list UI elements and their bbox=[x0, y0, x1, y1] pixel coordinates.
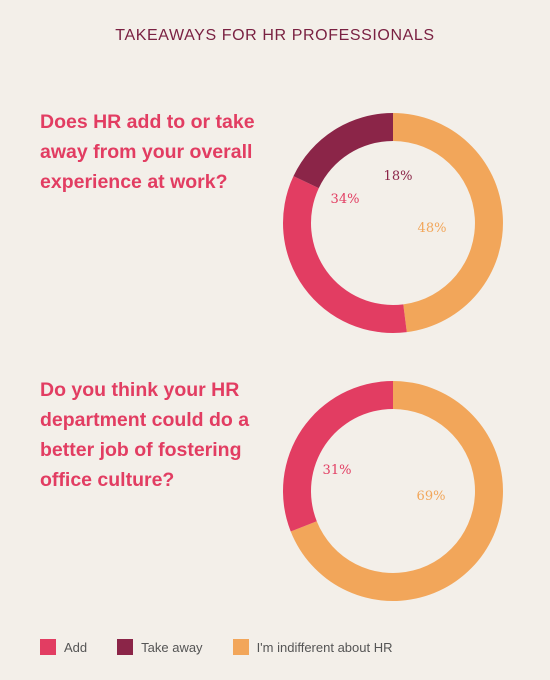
legend-item-add: Add bbox=[40, 639, 87, 655]
donut-1-label-i-m-indifferent-about-hr: 48% bbox=[418, 221, 447, 236]
legend-swatch-indifferent bbox=[232, 639, 249, 655]
donut-2-slice-add bbox=[282, 381, 393, 532]
donut-1-label-take-away: 18% bbox=[384, 169, 413, 184]
page-title: TAKEAWAYS FOR HR PROFESSIONALS bbox=[115, 27, 435, 44]
question-2: Do you think your HR department could do… bbox=[40, 379, 250, 491]
legend-label-add: Add bbox=[64, 639, 88, 655]
legend-item-indifferent: I'm indifferent about HR bbox=[232, 639, 393, 655]
legend-label-indifferent: I'm indifferent about HR bbox=[256, 639, 393, 655]
donut-1-slice-add bbox=[283, 176, 407, 333]
donut-1-label-add: 34% bbox=[331, 192, 360, 207]
donut-1-slice-take-away bbox=[293, 113, 393, 189]
donut-2-label-i-m-indifferent-about-hr: 69% bbox=[417, 489, 446, 504]
donut-2-label-add: 31% bbox=[323, 463, 352, 478]
legend-swatch-take-away bbox=[117, 639, 134, 655]
legend-label-take-away: Take away bbox=[141, 639, 203, 655]
legend: Add Take away I'm indifferent about HR bbox=[40, 637, 423, 657]
legend-item-take-away: Take away bbox=[117, 639, 203, 655]
legend-swatch-add bbox=[40, 639, 56, 655]
question-1: Does HR add to or take away from your ov… bbox=[40, 111, 255, 193]
donut-chart-1: 48% 34% 18% bbox=[283, 113, 503, 333]
donut-1-slice-i-m-indifferent-about-hr bbox=[393, 113, 503, 333]
donut-chart-2: 69% 31% bbox=[282, 381, 503, 601]
